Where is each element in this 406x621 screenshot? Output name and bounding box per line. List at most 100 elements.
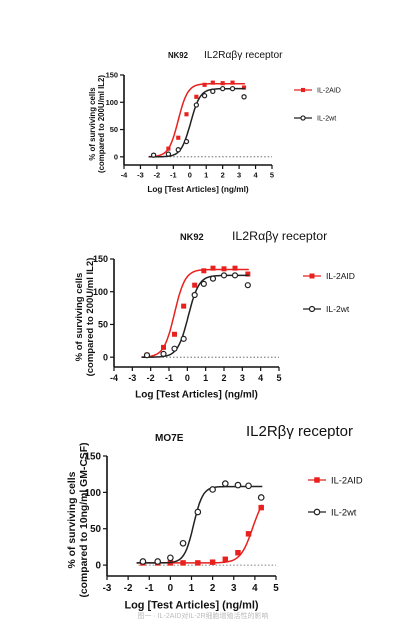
y-tick-label: 150 [93,254,108,264]
y-tick-label: 50 [90,524,101,535]
data-point-il-2wt [165,151,172,157]
legend-label-il-2aid: IL-2AID [317,87,341,94]
x-tick-label: 0 [188,170,192,179]
data-point-il-2aid [221,266,227,272]
x-tick-label: -3 [137,170,144,179]
data-point-il-2wt [220,272,228,279]
x-tick-label: -1 [165,373,173,383]
y-tick-label: 150 [106,71,118,80]
x-tick-label: -1 [145,583,154,594]
x-tick-label: 4 [258,373,263,383]
data-point-il-2aid [210,265,216,271]
chart-title-cell-line: MO7E [155,433,184,444]
data-point-il-2wt [191,291,198,299]
data-point-il-2aid [180,560,186,566]
x-tick-label: 1 [189,583,195,594]
data-point-il-2wt [257,494,265,501]
data-point-il-2wt [179,539,187,547]
chart-title-cell-line: NK92 [168,51,189,60]
y-tick-label: 0 [103,352,108,362]
data-point-il-2aid [245,271,251,277]
y-tick-label: 100 [85,488,102,499]
legend-label-il-2wt: IL-2wt [317,115,336,122]
x-axis-label: Log [Test Articles] (ng/ml) [124,600,258,612]
x-tick-label: 4 [252,583,258,594]
y-axis-label-line-1: % of surviving cells [67,471,78,568]
chart-title-receptor: IL2Rαβγ receptor [204,50,283,61]
data-point-il-2aid [194,94,199,99]
data-point-il-2wt [245,482,252,490]
chart-title-receptor: IL2Rαβγ receptor [232,229,327,243]
data-point-il-2wt [244,282,251,289]
legend-marker-il-2aid [300,87,306,93]
x-tick-label: 1 [204,170,208,179]
data-point-il-2aid [245,531,252,537]
y-axis-label-line-2: (compared to 200U/ml IL2) [85,258,96,377]
x-tick-label: -4 [121,170,128,179]
chart-title-receptor: IL2Rβγ receptor [246,423,353,440]
figure-caption: 图一 · IL-2AID对IL-2R细胞增殖活性的影响 [137,613,269,620]
data-point-il-2wt [221,480,229,487]
x-tick-label: 4 [253,170,258,179]
data-point-il-2aid [210,80,215,85]
data-point-il-2wt [220,85,226,92]
data-point-il-2aid [232,265,238,271]
data-point-il-2aid [230,80,235,85]
data-point-il-2wt [154,558,162,565]
x-tick-label: -1 [170,170,177,179]
x-tick-label: 1 [203,373,208,383]
data-point-il-2aid [241,85,247,90]
x-tick-label: -2 [147,373,155,383]
fit-curve-il-2aid [148,82,245,158]
data-point-il-2wt [150,152,157,158]
y-tick-label: 150 [85,451,102,462]
x-tick-label: -4 [110,373,118,383]
data-point-il-2wt [175,147,181,153]
x-tick-label: 3 [240,373,245,383]
data-point-il-2aid [184,112,189,117]
legend-label-il-2aid: IL-2AID [331,475,363,485]
x-tick-label: 3 [231,583,237,594]
y-tick-label: 50 [98,320,108,330]
chart-panel-2: NK92 IL2Rαβγ receptor 0 50 100 150 -4 -3 -2 -1 0 1 2… [74,229,355,401]
data-point-il-2aid [166,146,171,151]
y-tick-label: 0 [96,561,102,572]
data-point-il-2aid [195,560,201,566]
data-point-il-2wt [200,280,207,287]
x-tick-label: 5 [276,373,281,383]
x-axis-label: Log [Test Articles] (ng/ml) [147,185,249,194]
x-tick-label: 2 [221,373,226,383]
data-point-il-2wt [160,350,167,358]
y-tick-label: 100 [93,287,108,297]
legend-marker-il-2wt [300,115,306,121]
legend-marker-il-2wt [308,305,316,313]
data-point-il-2wt [193,102,200,108]
data-point-il-2wt [210,88,216,95]
data-point-il-2aid [201,268,207,274]
y-axis-label-line-2: (compared to 10ng/ml GM-CSF) [79,442,90,597]
data-point-il-2aid [172,331,177,337]
data-point-il-2aid [222,556,229,563]
y-axis-label-line-2: (compared to 200U/ml IL2) [97,75,106,173]
data-point-il-2wt [201,93,208,99]
data-point-il-2wt [209,486,216,493]
y-tick-label: 50 [110,125,118,134]
x-tick-label: 0 [168,583,174,594]
y-tick-label: 0 [114,152,118,161]
data-point-il-2aid [192,282,198,288]
legend-label-il-2aid: IL-2AID [326,271,355,281]
fit-curve-il-2aid [141,268,249,358]
data-point-il-2aid [161,344,166,350]
chart-panel-3: MO7E IL2Rβγ receptor 0 50 100 150 -3 -2 -1 0 1 2 3 4 5… [67,423,363,612]
data-point-il-2aid [235,549,241,556]
chart-title-cell-line: NK92 [180,232,204,242]
data-point-il-2wt [171,345,178,352]
y-axis-label-line-1: % of surviving cells [74,273,85,362]
legend-marker-il-2aid [314,477,320,483]
data-point-il-2wt [180,335,187,342]
legend-label-il-2wt: IL-2wt [326,304,350,314]
chart-panel-1: NK92 IL2Rαβγ receptor 0 50 100 150 -4 -3 -2 -1 0 1 2… [88,50,341,194]
x-tick-label: 2 [221,170,225,179]
data-point-il-2aid [258,504,264,511]
